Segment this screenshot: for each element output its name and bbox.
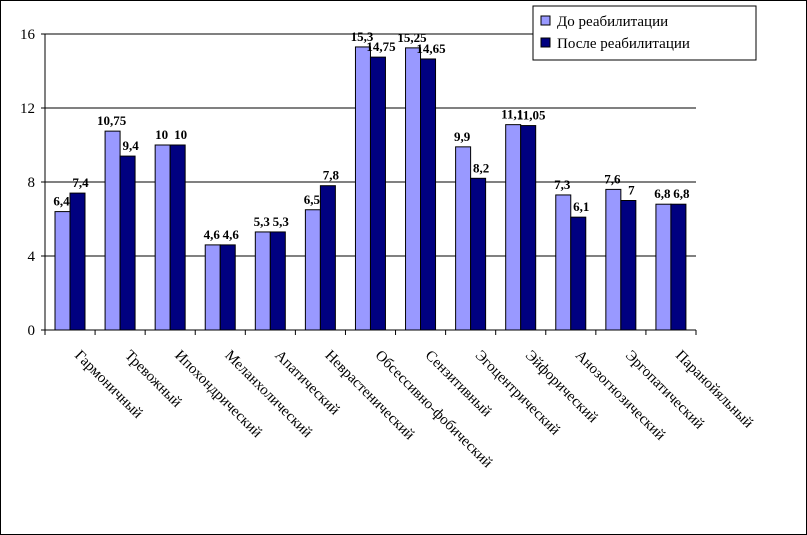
data-label: 14,65 bbox=[416, 41, 446, 56]
bar-before bbox=[104, 130, 121, 331]
data-label: 15,3 bbox=[351, 29, 374, 44]
bar-after bbox=[219, 244, 236, 331]
data-label: 6,1 bbox=[573, 199, 589, 214]
bar-before bbox=[555, 194, 572, 331]
bar-after bbox=[169, 144, 186, 331]
data-label: 7,4 bbox=[72, 175, 89, 190]
data-label: 6,4 bbox=[53, 194, 70, 209]
data-label: 15,25 bbox=[397, 30, 427, 45]
category-label: Анозогнозический bbox=[572, 348, 668, 444]
legend-swatch bbox=[540, 37, 551, 48]
legend-label: После реабилитации bbox=[557, 36, 690, 52]
data-label: 5,3 bbox=[273, 214, 290, 229]
data-label: 10 bbox=[174, 127, 187, 142]
data-label: 11,05 bbox=[517, 108, 546, 123]
bar-before bbox=[505, 124, 522, 331]
data-label: 9,4 bbox=[122, 138, 139, 153]
category-label: Неврастенический bbox=[322, 348, 418, 444]
bar-after bbox=[470, 177, 487, 331]
category-label: Эгоцентрический bbox=[472, 348, 563, 439]
data-label: 14,75 bbox=[366, 39, 396, 54]
category-label: Ипохондрический bbox=[171, 348, 264, 441]
y-tick-label: 12 bbox=[20, 101, 35, 117]
bar-before bbox=[405, 47, 422, 331]
legend-swatch bbox=[540, 15, 551, 26]
bar-before bbox=[605, 188, 622, 331]
data-label: 10 bbox=[155, 127, 168, 142]
y-tick-label: 8 bbox=[28, 175, 36, 191]
legend-box bbox=[532, 5, 757, 61]
bar-after bbox=[570, 216, 587, 331]
data-label: 11,1 bbox=[501, 107, 523, 122]
data-label: 9,9 bbox=[454, 129, 471, 144]
bar-before bbox=[204, 244, 221, 331]
y-tick-label: 0 bbox=[28, 323, 36, 339]
data-label: 6,8 bbox=[673, 186, 690, 201]
y-tick-label: 16 bbox=[20, 27, 36, 43]
y-tick-label: 4 bbox=[28, 249, 36, 265]
bar-before bbox=[354, 46, 371, 331]
bar-before bbox=[254, 231, 271, 331]
data-label: 6,5 bbox=[304, 192, 321, 207]
bar-after bbox=[420, 58, 437, 331]
data-label: 8,2 bbox=[473, 160, 489, 175]
bar-before bbox=[304, 209, 321, 331]
bar-before bbox=[655, 203, 672, 331]
data-label: 6,8 bbox=[654, 186, 671, 201]
data-label: 7 bbox=[628, 183, 635, 198]
bar-after bbox=[620, 200, 637, 331]
data-label: 4,6 bbox=[223, 227, 240, 242]
legend-label: До реабилитации bbox=[557, 14, 668, 30]
bar-after bbox=[119, 155, 136, 331]
bar-after bbox=[269, 231, 286, 331]
bar-after bbox=[369, 56, 386, 331]
bar-after bbox=[319, 185, 336, 331]
data-label: 10,75 bbox=[97, 113, 127, 128]
category-label: Меланхолический bbox=[221, 348, 315, 442]
bar-after bbox=[670, 203, 687, 331]
bar-before bbox=[455, 146, 472, 331]
data-label: 7,8 bbox=[323, 168, 340, 183]
data-label: 7,3 bbox=[554, 177, 571, 192]
bar-before bbox=[154, 144, 171, 331]
data-label: 7,6 bbox=[604, 171, 621, 186]
bar-after bbox=[69, 192, 86, 331]
data-label: 4,6 bbox=[204, 227, 221, 242]
bar-before bbox=[54, 211, 71, 331]
bar-after bbox=[520, 125, 537, 331]
data-label: 5,3 bbox=[254, 214, 271, 229]
